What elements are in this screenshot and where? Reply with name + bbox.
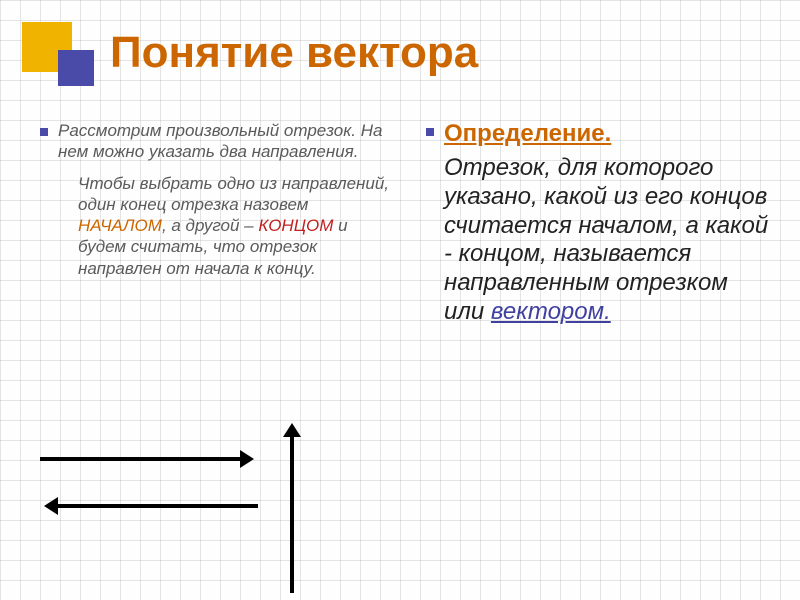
word-start: НАЧАЛОМ [78,216,162,235]
left-p2-a: Чтобы выбрать одно из направлений, один … [78,174,389,214]
bullet-icon [426,128,434,136]
bullet-icon [40,128,48,136]
left-paragraph-2: Чтобы выбрать одно из направлений, один … [78,173,398,279]
right-column: Определение. Отрезок, для которого указа… [416,120,800,327]
vector-word: вектором. [491,298,611,325]
accent-blue-square [58,50,94,86]
arrow-left [58,504,258,508]
arrow-right [40,457,240,461]
left-paragraph-1: Рассмотрим произвольный отрезок. На нем … [58,120,398,163]
left-bullet-row: Рассмотрим произвольный отрезок. На нем … [40,120,398,163]
left-column: Рассмотрим произвольный отрезок. На нем … [0,120,416,327]
page-title: Понятие вектора [110,28,478,78]
word-end: КОНЦОМ [258,216,333,235]
left-p2-b: , а другой – [162,216,258,235]
accent-decoration [22,22,82,82]
content-columns: Рассмотрим произвольный отрезок. На нем … [0,120,800,327]
definition-body: Отрезок, для которого указано, какой из … [444,154,770,327]
right-bullet-row: Определение. [426,120,770,148]
arrow-up [290,437,294,593]
definition-heading: Определение. [444,120,611,148]
